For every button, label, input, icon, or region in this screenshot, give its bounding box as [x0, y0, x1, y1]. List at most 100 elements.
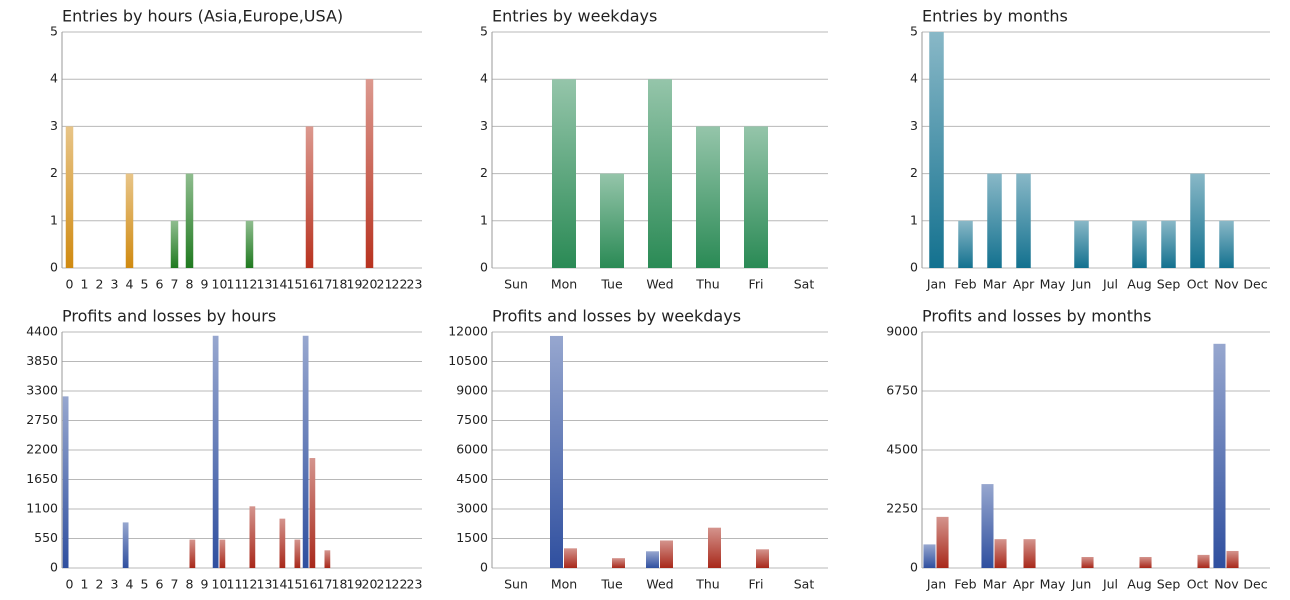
bar [219, 539, 226, 568]
bar [987, 173, 1002, 268]
y-tick-label: 1500 [456, 530, 488, 545]
x-tick-label: 6 [156, 277, 164, 292]
y-tick-label: 6750 [886, 383, 918, 398]
x-tick-label: 21 [377, 277, 393, 292]
x-tick-label: Sun [504, 277, 528, 292]
y-tick-label: 3 [910, 118, 918, 133]
bar [1161, 220, 1176, 268]
x-tick-label: 19 [347, 577, 363, 592]
x-tick-label: Thu [695, 577, 719, 592]
x-tick-label: May [1040, 277, 1066, 292]
y-tick-label: 0 [480, 560, 488, 575]
bar [1023, 539, 1036, 568]
y-tick-label: 1650 [26, 471, 58, 486]
chart-title: Profits and losses by weekdays [492, 307, 741, 326]
chart-title: Entries by weekdays [492, 7, 657, 26]
x-tick-label: 18 [332, 277, 348, 292]
x-tick-label: 11 [227, 277, 243, 292]
x-tick-label: 14 [272, 277, 288, 292]
y-tick-label: 3 [50, 118, 58, 133]
x-tick-label: Tue [600, 577, 623, 592]
x-tick-label: 17 [317, 277, 333, 292]
x-tick-label: Aug [1127, 577, 1151, 592]
x-tick-label: 12 [242, 577, 258, 592]
chart-title: Profits and losses by hours [62, 307, 276, 326]
bar [1197, 554, 1210, 568]
y-tick-label: 4500 [456, 471, 488, 486]
x-tick-label: 11 [227, 577, 243, 592]
y-tick-label: 7500 [456, 412, 488, 427]
bar [212, 335, 219, 568]
y-tick-label: 0 [910, 260, 918, 275]
bar [305, 126, 314, 269]
x-tick-label: May [1040, 577, 1066, 592]
bar [65, 126, 74, 269]
y-tick-label: 3850 [26, 353, 58, 368]
x-tick-label: Sat [794, 277, 815, 292]
y-tick-label: 550 [34, 530, 58, 545]
x-tick-label: 1 [81, 577, 89, 592]
x-tick-label: 21 [377, 577, 393, 592]
x-tick-label: 18 [332, 577, 348, 592]
x-tick-label: 10 [212, 577, 228, 592]
y-tick-label: 4 [910, 71, 918, 86]
bar [294, 539, 301, 568]
bar [936, 516, 949, 568]
y-tick-label: 3000 [456, 501, 488, 516]
bar [552, 79, 576, 268]
bar [1226, 550, 1239, 568]
bar [696, 126, 720, 269]
y-tick-label: 3300 [26, 383, 58, 398]
x-tick-label: 4 [126, 577, 134, 592]
bar [1081, 556, 1094, 568]
x-tick-label: Mon [551, 577, 577, 592]
chart-title: Entries by months [922, 7, 1068, 26]
x-tick-label: 15 [287, 577, 303, 592]
x-tick-label: 17 [317, 577, 333, 592]
bar [612, 558, 625, 568]
x-tick-label: 0 [66, 577, 74, 592]
bar [600, 173, 624, 268]
x-tick-label: Wed [646, 577, 673, 592]
bar [189, 539, 196, 568]
bar [1139, 556, 1152, 568]
y-tick-label: 4400 [26, 324, 58, 339]
x-tick-label: Jul [1102, 277, 1118, 292]
x-tick-label: 19 [347, 277, 363, 292]
bar [1190, 173, 1205, 268]
y-tick-label: 2250 [886, 501, 918, 516]
y-tick-label: 2200 [26, 442, 58, 457]
bar [958, 220, 973, 268]
bar [309, 458, 316, 568]
y-tick-label: 6000 [456, 442, 488, 457]
bar [249, 506, 256, 568]
x-tick-label: 2 [96, 277, 104, 292]
x-tick-label: 23 [407, 577, 423, 592]
bar [1132, 220, 1147, 268]
x-tick-label: 5 [141, 577, 149, 592]
x-tick-label: 8 [186, 577, 194, 592]
bar [648, 79, 672, 268]
y-tick-label: 10500 [448, 353, 488, 368]
y-tick-label: 5 [50, 24, 58, 39]
y-tick-label: 2 [480, 165, 488, 180]
x-tick-label: 15 [287, 277, 303, 292]
x-tick-label: 5 [141, 277, 149, 292]
bar [744, 126, 768, 269]
x-tick-label: 0 [66, 277, 74, 292]
bar [279, 518, 286, 568]
x-tick-label: Jan [926, 577, 946, 592]
y-tick-label: 1 [480, 212, 488, 227]
x-tick-label: Sat [794, 577, 815, 592]
x-tick-label: Dec [1243, 577, 1267, 592]
y-tick-label: 1100 [26, 501, 58, 516]
bar [929, 32, 944, 268]
x-tick-label: Aug [1127, 277, 1151, 292]
x-tick-label: 23 [407, 277, 423, 292]
x-tick-label: Wed [646, 277, 673, 292]
y-tick-label: 0 [910, 560, 918, 575]
x-tick-label: Jun [1071, 577, 1092, 592]
bar [170, 220, 179, 268]
x-tick-label: Feb [954, 277, 976, 292]
